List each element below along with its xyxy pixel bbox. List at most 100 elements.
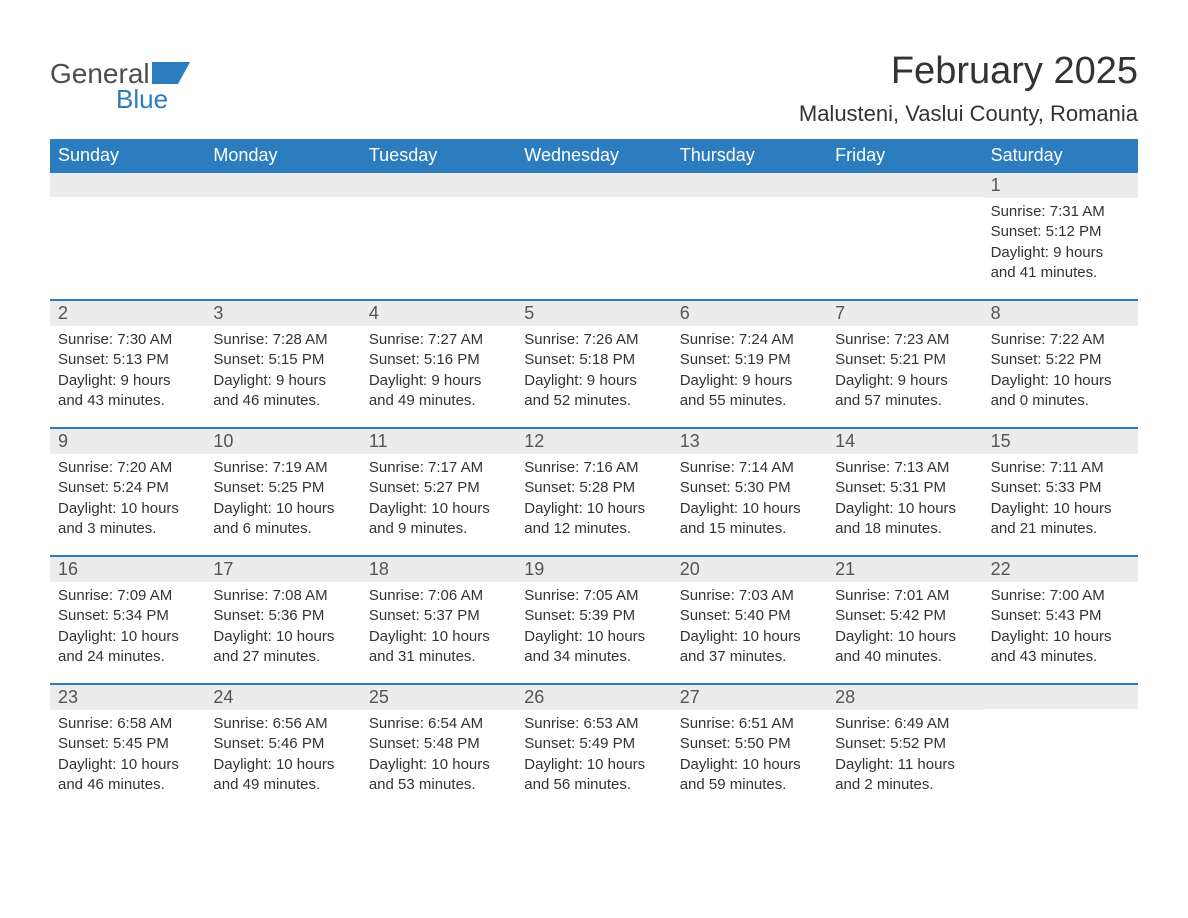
sunset-text: Sunset: 5:31 PM	[835, 478, 974, 498]
day-info: Sunrise: 6:51 AMSunset: 5:50 PMDaylight:…	[680, 714, 819, 795]
daylight-text: Daylight: 10 hours and 56 minutes.	[524, 755, 663, 796]
daylight-text: Daylight: 11 hours and 2 minutes.	[835, 755, 974, 796]
header-right: February 2025 Malusteni, Vaslui County, …	[799, 50, 1138, 127]
day-cell: 11Sunrise: 7:17 AMSunset: 5:27 PMDayligh…	[361, 429, 516, 555]
day-cell: 19Sunrise: 7:05 AMSunset: 5:39 PMDayligh…	[516, 557, 671, 683]
sunset-text: Sunset: 5:45 PM	[58, 734, 197, 754]
daylight-text: Daylight: 10 hours and 18 minutes.	[835, 499, 974, 540]
day-cell: 26 Sunrise: 6:53 AMSunset: 5:49 PMDayligh…	[516, 685, 671, 803]
sunrise-text: Sunrise: 7:16 AM	[524, 458, 663, 478]
day-cell	[50, 173, 205, 299]
sunrise-text: Sunrise: 6:56 AM	[213, 714, 352, 734]
day-number: 7	[827, 301, 982, 326]
sunset-text: Sunset: 5:19 PM	[680, 350, 819, 370]
sunset-text: Sunset: 5:27 PM	[369, 478, 508, 498]
sunrise-text: Sunrise: 6:51 AM	[680, 714, 819, 734]
sunrise-text: Sunrise: 7:14 AM	[680, 458, 819, 478]
weekday-header-row: SundayMondayTuesdayWednesdayThursdayFrid…	[50, 139, 1138, 171]
week-row: 16Sunrise: 7:09 AMSunset: 5:34 PMDayligh…	[50, 555, 1138, 683]
sunset-text: Sunset: 5:28 PM	[524, 478, 663, 498]
day-number: 13	[672, 429, 827, 454]
day-info: Sunrise: 7:20 AMSunset: 5:24 PMDaylight:…	[58, 458, 197, 539]
sunset-text: Sunset: 5:50 PM	[680, 734, 819, 754]
logo-text-blue: Blue	[116, 88, 168, 111]
day-info: Sunrise: 7:05 AMSunset: 5:39 PMDaylight:…	[524, 586, 663, 667]
daylight-text: Daylight: 9 hours and 43 minutes.	[58, 371, 197, 412]
sunset-text: Sunset: 5:30 PM	[680, 478, 819, 498]
day-number: 26	[516, 685, 671, 710]
sunset-text: Sunset: 5:16 PM	[369, 350, 508, 370]
sunset-text: Sunset: 5:37 PM	[369, 606, 508, 626]
day-info: Sunrise: 7:13 AMSunset: 5:31 PMDaylight:…	[835, 458, 974, 539]
daylight-text: Daylight: 9 hours and 55 minutes.	[680, 371, 819, 412]
day-number: 22	[983, 557, 1138, 582]
weekday-label: Thursday	[672, 145, 827, 166]
day-info: Sunrise: 6:54 AMSunset: 5:48 PMDaylight:…	[369, 714, 508, 795]
day-cell: 5Sunrise: 7:26 AMSunset: 5:18 PMDaylight…	[516, 301, 671, 427]
sunrise-text: Sunrise: 6:58 AM	[58, 714, 197, 734]
day-info: Sunrise: 6:53 AMSunset: 5:49 PMDaylight:…	[524, 714, 663, 795]
day-number: 27	[672, 685, 827, 710]
daylight-text: Daylight: 10 hours and 21 minutes.	[991, 499, 1130, 540]
day-cell: 16 Sunrise: 7:09 AMSunset: 5:34 PMDayligh…	[50, 557, 205, 683]
day-number: 10	[205, 429, 360, 454]
day-number: 2	[50, 301, 205, 326]
daylight-text: Daylight: 9 hours and 57 minutes.	[835, 371, 974, 412]
sunset-text: Sunset: 5:15 PM	[213, 350, 352, 370]
day-cell	[983, 685, 1138, 803]
sunset-text: Sunset: 5:34 PM	[58, 606, 197, 626]
sunrise-text: Sunrise: 6:53 AM	[524, 714, 663, 734]
day-number: 16	[50, 557, 205, 582]
day-cell: 2 Sunrise: 7:30 AMSunset: 5:13 PMDaylight…	[50, 301, 205, 427]
sunset-text: Sunset: 5:22 PM	[991, 350, 1130, 370]
sunrise-text: Sunrise: 7:26 AM	[524, 330, 663, 350]
day-number: 3	[205, 301, 360, 326]
day-number	[50, 173, 205, 197]
page-header: General Blue February 2025 Malusteni, Va…	[50, 50, 1138, 127]
day-number: 11	[361, 429, 516, 454]
day-number: 1	[983, 173, 1138, 198]
day-cell: 7 Sunrise: 7:23 AMSunset: 5:21 PMDaylight…	[827, 301, 982, 427]
sunrise-text: Sunrise: 7:08 AM	[213, 586, 352, 606]
sunrise-text: Sunrise: 7:03 AM	[680, 586, 819, 606]
day-cell: 17Sunrise: 7:08 AMSunset: 5:36 PMDayligh…	[205, 557, 360, 683]
sunrise-text: Sunrise: 7:27 AM	[369, 330, 508, 350]
day-number	[361, 173, 516, 197]
sunrise-text: Sunrise: 7:28 AM	[213, 330, 352, 350]
sunrise-text: Sunrise: 7:30 AM	[58, 330, 197, 350]
weekday-label: Friday	[827, 145, 982, 166]
sunset-text: Sunset: 5:13 PM	[58, 350, 197, 370]
calendar: SundayMondayTuesdayWednesdayThursdayFrid…	[50, 139, 1138, 803]
day-number	[516, 173, 671, 197]
day-cell: 27 Sunrise: 6:51 AMSunset: 5:50 PMDayligh…	[672, 685, 827, 803]
day-number: 9	[50, 429, 205, 454]
week-row: 23Sunrise: 6:58 AMSunset: 5:45 PMDayligh…	[50, 683, 1138, 803]
weekday-label: Tuesday	[361, 145, 516, 166]
daylight-text: Daylight: 10 hours and 15 minutes.	[680, 499, 819, 540]
sunrise-text: Sunrise: 6:49 AM	[835, 714, 974, 734]
sunrise-text: Sunrise: 7:05 AM	[524, 586, 663, 606]
sunrise-text: Sunrise: 7:09 AM	[58, 586, 197, 606]
day-number: 25	[361, 685, 516, 710]
sunset-text: Sunset: 5:43 PM	[991, 606, 1130, 626]
day-cell: 18Sunrise: 7:06 AMSunset: 5:37 PMDayligh…	[361, 557, 516, 683]
day-cell: 10Sunrise: 7:19 AMSunset: 5:25 PMDayligh…	[205, 429, 360, 555]
daylight-text: Daylight: 10 hours and 24 minutes.	[58, 627, 197, 668]
day-cell	[205, 173, 360, 299]
day-info: Sunrise: 6:56 AMSunset: 5:46 PMDaylight:…	[213, 714, 352, 795]
day-cell: 13 Sunrise: 7:14 AMSunset: 5:30 PMDayligh…	[672, 429, 827, 555]
day-cell	[361, 173, 516, 299]
daylight-text: Daylight: 10 hours and 34 minutes.	[524, 627, 663, 668]
day-number: 15	[983, 429, 1138, 454]
location-label: Malusteni, Vaslui County, Romania	[799, 101, 1138, 127]
day-info: Sunrise: 7:00 AMSunset: 5:43 PMDaylight:…	[991, 586, 1130, 667]
daylight-text: Daylight: 10 hours and 49 minutes.	[213, 755, 352, 796]
day-number: 18	[361, 557, 516, 582]
sunset-text: Sunset: 5:36 PM	[213, 606, 352, 626]
day-cell: 9 Sunrise: 7:20 AMSunset: 5:24 PMDaylight…	[50, 429, 205, 555]
day-info: Sunrise: 7:01 AMSunset: 5:42 PMDaylight:…	[835, 586, 974, 667]
day-info: Sunrise: 7:23 AMSunset: 5:21 PMDaylight:…	[835, 330, 974, 411]
day-info: Sunrise: 6:49 AMSunset: 5:52 PMDaylight:…	[835, 714, 974, 795]
day-cell: 15Sunrise: 7:11 AMSunset: 5:33 PMDayligh…	[983, 429, 1138, 555]
day-cell: 28Sunrise: 6:49 AMSunset: 5:52 PMDayligh…	[827, 685, 982, 803]
